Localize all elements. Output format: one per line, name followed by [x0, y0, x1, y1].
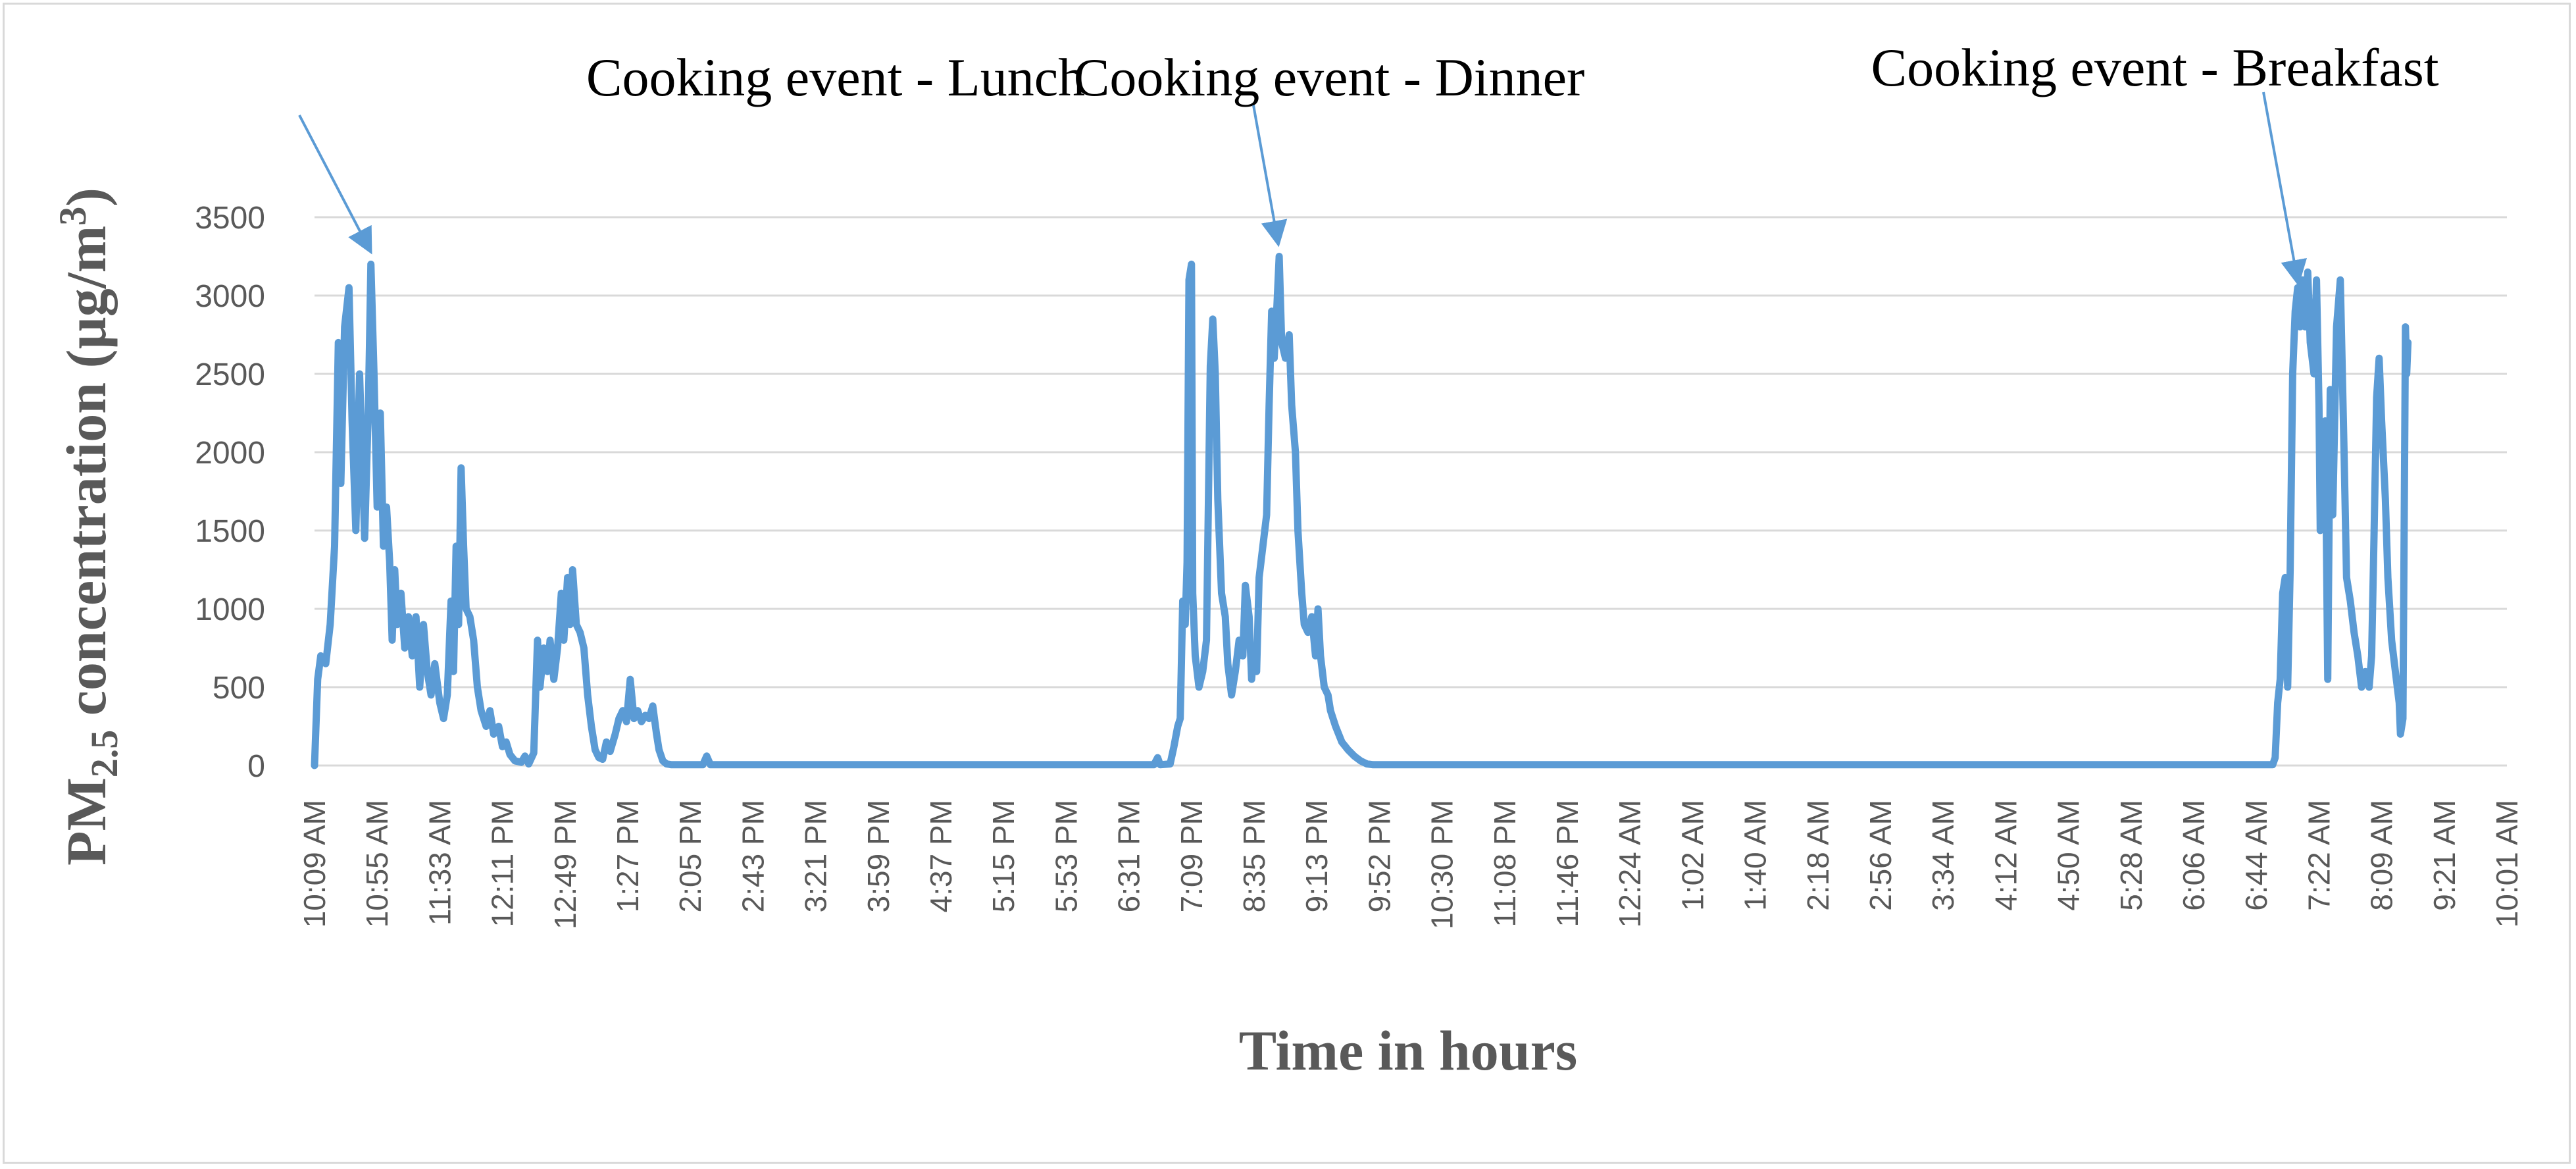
- x-tick-label: 2:43 PM: [736, 800, 770, 912]
- x-tick-label: 1:27 PM: [611, 800, 645, 912]
- y-tick-label: 500: [213, 671, 265, 706]
- x-tick-label: 11:46 PM: [1550, 800, 1584, 927]
- x-tick-label: 10:30 PM: [1425, 800, 1459, 929]
- x-tick-label: 2:05 PM: [673, 800, 707, 912]
- x-tick-label: 4:37 PM: [924, 800, 958, 912]
- y-axis-title-superscript: 3: [51, 207, 94, 226]
- chart-frame: [3, 3, 2571, 1164]
- x-tick-label: 3:21 PM: [799, 800, 833, 912]
- x-tick-label: 12:49 PM: [548, 800, 582, 929]
- x-tick-label: 6:31 PM: [1112, 800, 1146, 912]
- x-tick-label: 6:06 AM: [2177, 800, 2211, 911]
- y-axis-title-middle: concentration (µg/m: [55, 226, 118, 730]
- x-tick-label: 5:15 PM: [986, 800, 1021, 912]
- y-axis-title-subscript: 2.5: [83, 730, 126, 778]
- y-tick-label: 1000: [195, 592, 265, 627]
- x-tick-label: 3:34 AM: [1926, 800, 1960, 911]
- y-tick-label: 1500: [195, 514, 265, 549]
- x-tick-label: 5:53 PM: [1049, 800, 1083, 912]
- x-axis-title: Time in hours: [1239, 1019, 1578, 1082]
- annotation-label: Cooking event - Dinner: [1074, 47, 1585, 107]
- annotation-label: Cooking event - Breakfast: [1871, 38, 2438, 97]
- x-tick-label: 1:02 AM: [1675, 800, 1709, 911]
- gridlines: [315, 216, 2507, 767]
- x-tick-label: 11:08 PM: [1488, 800, 1522, 927]
- x-tick-label: 8:09 AM: [2365, 800, 2399, 911]
- annotation-arrow: [298, 115, 372, 255]
- series-line-0: [311, 253, 2412, 769]
- x-tick-label: 7:22 AM: [2302, 800, 2336, 911]
- x-tick-labels: 10:09 AM 10:55 AM 11:33 AM 12:11 PM 12:49 PM…: [297, 800, 2524, 929]
- annotation-label: Cooking event - Lunch: [586, 47, 1085, 107]
- x-tick-label: 7:09 PM: [1174, 800, 1209, 912]
- y-axis-title: PM2.5 concentration (µg/m3): [51, 188, 126, 866]
- y-axis-title-suffix: ): [55, 188, 118, 207]
- x-tick-label: 12:24 AM: [1613, 800, 1647, 927]
- x-tick-label: 10:01 AM: [2490, 800, 2524, 927]
- y-tick-label: 0: [247, 749, 265, 784]
- x-tick-label: 6:44 AM: [2239, 800, 2273, 911]
- series: [311, 253, 2412, 769]
- annotation-arrow: [1252, 105, 1288, 247]
- y-tick-label: 2500: [195, 357, 265, 392]
- y-tick-label: 3500: [195, 201, 265, 236]
- annotation-arrow: [2262, 91, 2308, 286]
- x-tick-label: 2:18 AM: [1801, 800, 1835, 911]
- x-tick-label: 8:35 PM: [1237, 800, 1271, 912]
- x-tick-label: 3:59 PM: [861, 800, 896, 912]
- x-tick-label: 9:21 AM: [2427, 800, 2462, 911]
- y-tick-label: 3000: [195, 279, 265, 314]
- x-tick-label: 2:56 AM: [1863, 800, 1898, 911]
- y-tick-label: 2000: [195, 436, 265, 471]
- x-tick-label: 10:09 AM: [297, 800, 332, 927]
- x-tick-label: 4:50 AM: [2052, 800, 2086, 911]
- x-tick-label: 9:52 PM: [1362, 800, 1396, 912]
- x-tick-label: 4:12 AM: [1988, 800, 2023, 911]
- x-tick-label: 11:33 AM: [422, 800, 457, 925]
- y-tick-labels: 0 500 1000 1500 2000 2500 3000 3500: [195, 201, 265, 784]
- x-tick-label: 12:11 PM: [486, 800, 520, 927]
- x-tick-label: 10:55 AM: [360, 800, 394, 927]
- x-tick-label: 9:13 PM: [1300, 800, 1334, 912]
- x-tick-label: 5:28 AM: [2114, 800, 2148, 911]
- x-tick-label: 1:40 AM: [1738, 800, 1773, 911]
- y-axis-title-prefix: PM: [55, 777, 118, 866]
